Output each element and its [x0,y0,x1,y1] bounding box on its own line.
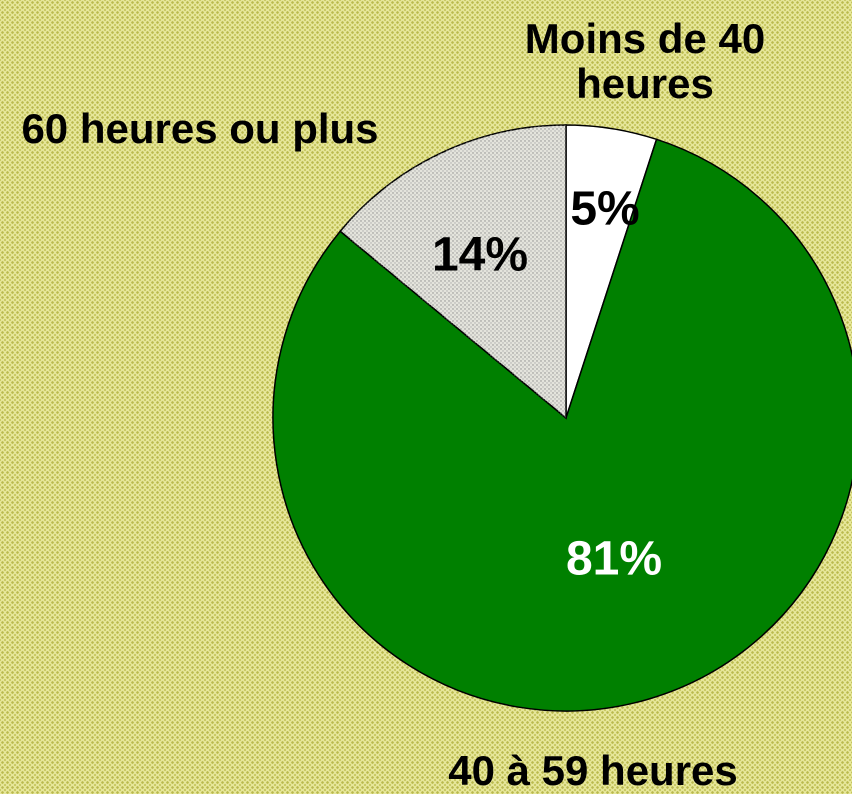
pie-slice [272,138,852,712]
category-label: Moins de 40 heures [524,15,766,107]
category-label: 40 à 59 heures [448,747,738,794]
value-label: 81% [566,533,662,586]
category-label: 60 heures ou plus [21,105,379,152]
value-label: 5% [570,183,639,236]
pie [272,124,852,712]
value-labels: 5% 81% 14% [432,183,662,586]
value-label: 14% [432,229,528,282]
